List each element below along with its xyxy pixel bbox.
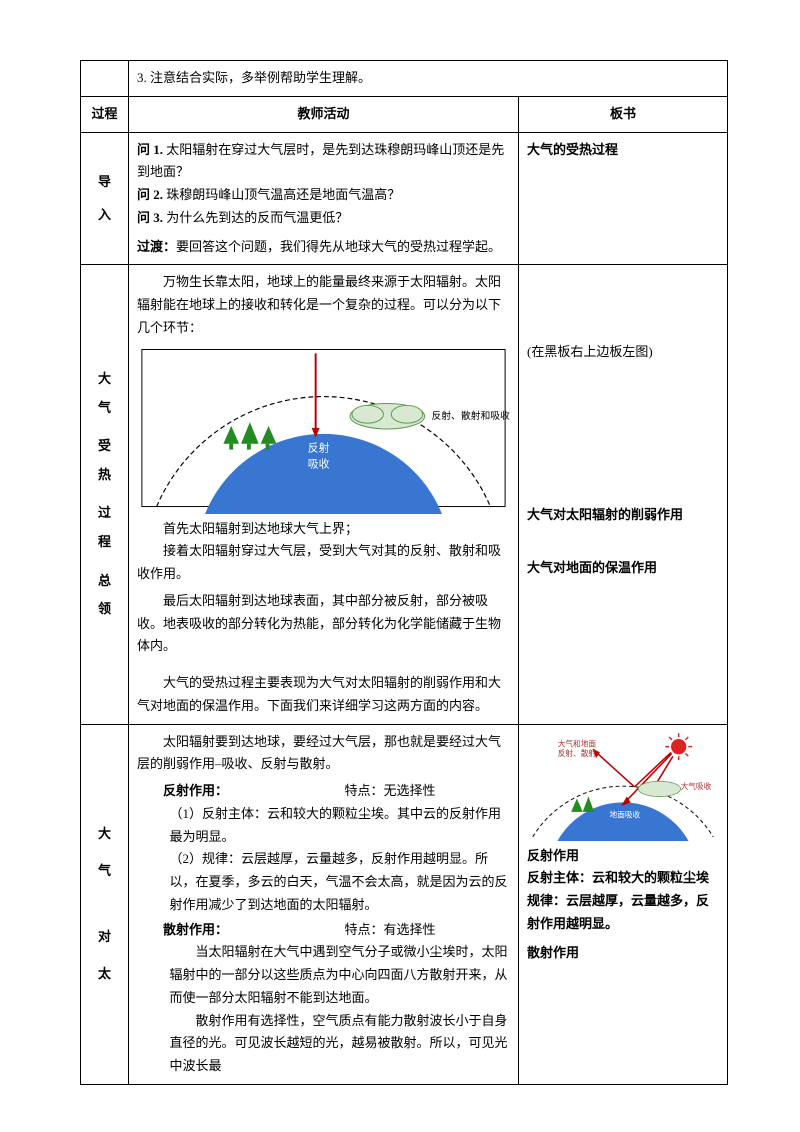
q2-text: 珠穆朗玛峰山顶气温高还是地面气温高？: [166, 187, 400, 202]
intro-row: 导 入 问 1. 太阳辐射在穿过大气层时，是先到达珠穆朗玛峰山顶还是先到地面？ …: [81, 132, 728, 265]
reflect-title: 反射作用：: [163, 783, 228, 798]
atmosphere-content: 太阳辐射要到达地球，要经过大气层，那也就是要经过大气层的削弱作用–吸收、反射与散…: [129, 724, 519, 1084]
atmo-p0: 太阳辐射要到达地球，要经过大气层，那也就是要经过大气层的削弱作用–吸收、反射与散…: [137, 731, 510, 777]
overview-p1: 万物生长靠太阳，地球上的能量最终来源于太阳辐射。太阳辐射能在地球上的接收和转化是…: [137, 271, 510, 339]
overview-board: (在黑板右上边板左图) 大气对太阳辐射的削弱作用 大气对地面的保温作用: [519, 265, 728, 724]
overview-p5: 大气的受热过程主要表现为大气对太阳辐射的削弱作用和大气对地面的保温作用。下面我们…: [137, 672, 510, 718]
reflect-note: 特点：无选择性: [345, 783, 436, 798]
q3-text: 为什么先到达的反而气温更低？: [166, 210, 348, 225]
heating-process-diagram: 反射、散射和吸收 反射 吸收: [137, 344, 510, 514]
transition-prefix: 过渡：: [137, 239, 176, 254]
atmosphere-board: 大气和地面 反射、散射 大气吸收 地面吸收 反射作用 反射主体：云和较大的颗粒尘…: [519, 724, 728, 1084]
overview-p2: 首先太阳辐射到达地球大气上界；: [137, 518, 510, 541]
svg-text:反射、散射: 反射、散射: [558, 748, 597, 758]
board-diagram-note: (在黑板右上边板左图): [527, 341, 719, 364]
note-cell: 3. 注意结合实际，多举例帮助学生理解。: [129, 61, 728, 97]
intro-board-title: 大气的受热过程: [527, 142, 618, 157]
overview-content: 万物生长靠太阳，地球上的能量最终来源于太阳辐射。太阳辐射能在地球上的接收和转化是…: [129, 265, 519, 724]
lesson-plan-table: 3. 注意结合实际，多举例帮助学生理解。 过程 教师活动 板书 导 入 问 1.…: [80, 60, 728, 1085]
svg-text:反射: 反射: [308, 441, 330, 454]
intro-content: 问 1. 太阳辐射在穿过大气层时，是先到达珠穆朗玛峰山顶还是先到地面？ 问 2.…: [129, 132, 519, 265]
overview-row: 大 气 受 热 过 程 总 领 万物生长靠太阳，地球上的能量最终来源于太阳辐射。…: [81, 265, 728, 724]
q1-prefix: 问 1.: [137, 142, 163, 157]
scatter-note: 特点：有选择性: [345, 922, 436, 937]
q1-text: 太阳辐射在穿过大气层时，是先到达珠穆朗玛峰山顶还是先到地面？: [137, 142, 504, 180]
svg-text:反射、散射和吸收: 反射、散射和吸收: [431, 409, 510, 422]
intro-label: 导 入: [81, 132, 129, 265]
board-weaken: 大气对太阳辐射的削弱作用: [527, 504, 719, 527]
col-board-header: 板书: [519, 96, 728, 132]
board-warm: 大气对地面的保温作用: [527, 557, 719, 580]
svg-text:地面吸收: 地面吸收: [610, 809, 641, 819]
note-row: 3. 注意结合实际，多举例帮助学生理解。: [81, 61, 728, 97]
svg-text:大气和地面: 大气和地面: [558, 738, 597, 748]
reflect-2: （2）规律：云层越厚，云量越多，反射作用越明显。所以，在夏季，多云的白天，气温不…: [137, 848, 510, 916]
col-teacher-header: 教师活动: [129, 96, 519, 132]
small-radiation-diagram: 大气和地面 反射、散射 大气吸收 地面吸收: [527, 731, 719, 841]
atmosphere-label: 大 气 对 太: [81, 724, 129, 1084]
reflect-1: （1）反射主体：云和较大的颗粒尘埃。其中云的反射作用最为明显。: [137, 803, 510, 849]
scatter-1: 当太阳辐射在大气中遇到空气分子或微小尘埃时，太阳辐射中的一部分以这些质点为中心向…: [137, 941, 510, 1009]
scatter-title: 散射作用：: [163, 922, 228, 937]
header-row: 过程 教师活动 板书: [81, 96, 728, 132]
col-process-header: 过程: [81, 96, 129, 132]
overview-p4: 最后太阳辐射到达地球表面，其中部分被反射，部分被吸收。地表吸收的部分转化为热能，…: [137, 590, 510, 658]
board-reflect-title: 反射作用: [527, 845, 719, 868]
board-reflect-body: 反射主体：云和较大的颗粒尘埃: [527, 867, 719, 890]
atmosphere-row: 大 气 对 太 太阳辐射要到达地球，要经过大气层，那也就是要经过大气层的削弱作用…: [81, 724, 728, 1084]
document-page: 3. 注意结合实际，多举例帮助学生理解。 过程 教师活动 板书 导 入 问 1.…: [0, 0, 800, 1132]
overview-label: 大 气 受 热 过 程 总 领: [81, 265, 129, 724]
board-scatter-title: 散射作用: [527, 942, 719, 965]
scatter-2: 散射作用有选择性，空气质点有能力散射波长小于自身直径的光。可见波长越短的光，越易…: [137, 1010, 510, 1078]
q3-prefix: 问 3.: [137, 210, 163, 225]
svg-text:吸收: 吸收: [308, 457, 330, 470]
svg-text:大气吸收: 大气吸收: [681, 780, 712, 790]
q2-prefix: 问 2.: [137, 187, 163, 202]
intro-board: 大气的受热过程: [519, 132, 728, 265]
board-reflect-rule: 规律：云层越厚，云量越多，反射作用越明显。: [527, 890, 719, 936]
overview-p3: 接着太阳辐射穿过大气层，受到大气对其的反射、散射和吸收作用。: [137, 540, 510, 586]
transition-text: 要回答这个问题，我们得先从地球大气的受热过程学起。: [176, 239, 501, 254]
